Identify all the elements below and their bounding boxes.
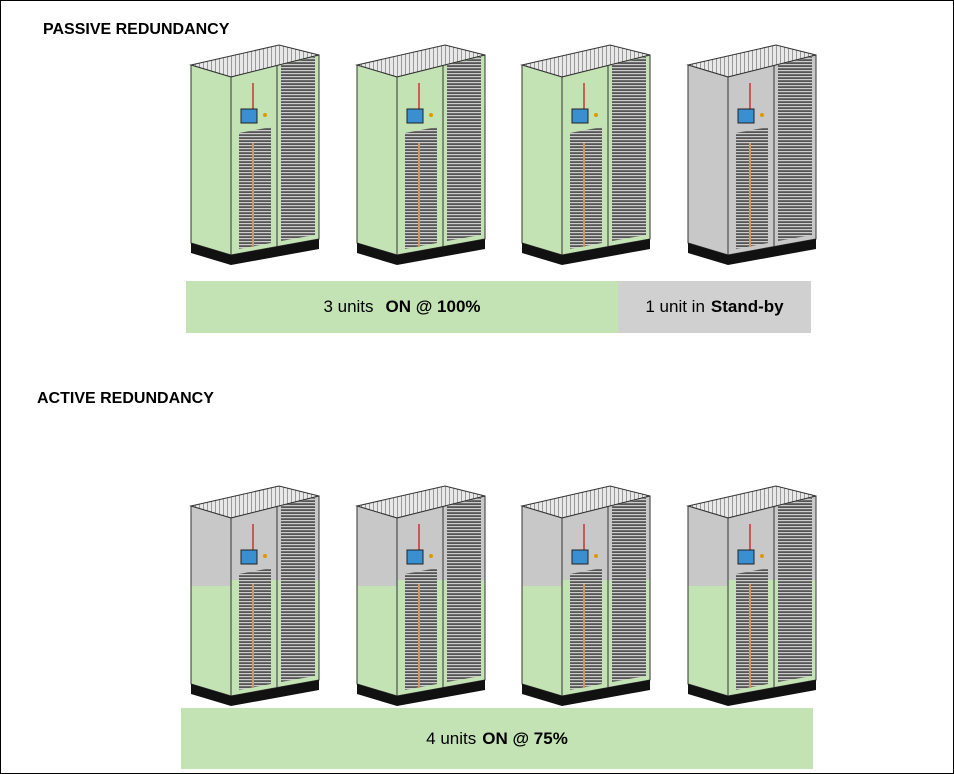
cabinets bbox=[1, 1, 953, 773]
standby-bar: 1 unit in Stand-by bbox=[618, 281, 811, 333]
bar-count: 4 units bbox=[426, 729, 476, 749]
bar-state: ON @ 100% bbox=[386, 297, 481, 317]
bar-count: 1 unit in bbox=[645, 297, 705, 317]
section-title: ACTIVE REDUNDANCY bbox=[37, 390, 214, 408]
on-bar: 4 units ON @ 75% bbox=[181, 708, 813, 769]
bar-state: ON @ 75% bbox=[482, 729, 568, 749]
bar-state: Stand-by bbox=[711, 297, 784, 317]
bar-count: 3 units bbox=[323, 297, 373, 317]
on-bar: 3 units ON @ 100% bbox=[186, 281, 618, 333]
page: PASSIVE REDUNDANCY bbox=[0, 0, 954, 774]
